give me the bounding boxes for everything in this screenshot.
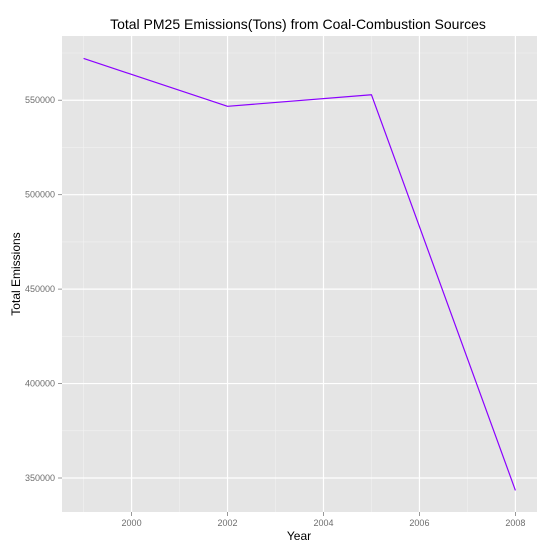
x-tick-label: 2002 xyxy=(218,518,238,528)
x-tick-label: 2008 xyxy=(505,518,525,528)
y-tick-label: 500000 xyxy=(25,190,55,200)
y-axis-title: Total Emissions xyxy=(9,232,23,315)
x-tick-label: 2006 xyxy=(409,518,429,528)
y-tick-label: 450000 xyxy=(25,284,55,294)
chart-title: Total PM25 Emissions(Tons) from Coal-Com… xyxy=(110,16,486,32)
y-tick-label: 400000 xyxy=(25,379,55,389)
y-tick-label: 350000 xyxy=(25,473,55,483)
plot-panel xyxy=(62,36,537,512)
x-tick-label: 2000 xyxy=(122,518,142,528)
x-axis-title: Year xyxy=(287,529,311,543)
x-axis: 2000 2002 2004 2006 2008 xyxy=(122,512,526,528)
y-axis: 350000 400000 450000 500000 550000 xyxy=(25,95,62,483)
y-tick-label: 550000 xyxy=(25,95,55,105)
x-tick-label: 2004 xyxy=(313,518,333,528)
